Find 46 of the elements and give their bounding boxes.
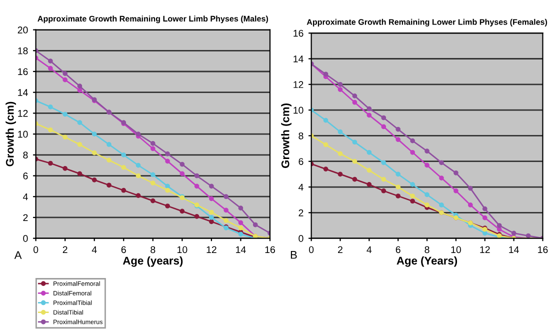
- y-tick-label: 10: [18, 130, 28, 138]
- y-tick-label: 20: [18, 26, 28, 34]
- x-tick-label: 12: [480, 246, 490, 254]
- x-axis-title: Age (years): [122, 256, 183, 267]
- y-axis-title: Growth (cm): [281, 104, 292, 168]
- x-tick-label: 12: [206, 246, 216, 254]
- chart-title: Approximate Growth Remaining Lower Limb Physes (Males): [38, 16, 268, 24]
- y-tick-label: 6: [23, 172, 28, 180]
- x-tick-label: 16: [538, 246, 548, 254]
- y-tick-label: 0: [298, 235, 304, 242]
- x-tick-label: 0: [33, 246, 38, 254]
- y-tick-label: 2: [23, 214, 28, 221]
- x-tick-label: 4: [92, 246, 97, 254]
- y-tick-label: 12: [18, 110, 28, 117]
- x-axis-title: Age (Years): [396, 256, 458, 267]
- y-tick-label: 16: [294, 30, 304, 37]
- text: A: [14, 251, 22, 259]
- y-tick-label: 6: [298, 158, 304, 165]
- x-tick-label: 14: [236, 246, 246, 254]
- y-tick-label: 4: [298, 184, 304, 191]
- text: B: [290, 251, 297, 259]
- y-tick-label: 8: [23, 152, 28, 159]
- y-tick-label: 14: [18, 89, 28, 96]
- x-tick-label: 4: [366, 246, 372, 254]
- y-axis-title: Growth (cm): [6, 102, 16, 166]
- y-tick-label: 0: [23, 235, 28, 242]
- x-tick-label: 16: [265, 246, 275, 254]
- x-tick-label: 14: [509, 246, 519, 254]
- y-tick-label: 10: [294, 106, 304, 114]
- y-tick-label: 14: [294, 56, 304, 62]
- y-tick-label: 4: [22, 193, 28, 200]
- y-tick-label: 18: [18, 47, 28, 54]
- x-tick-label: 2: [338, 246, 342, 254]
- x-tick-label: 10: [451, 246, 461, 254]
- x-tick-label: 8: [150, 246, 156, 254]
- x-tick-label: 8: [424, 246, 430, 254]
- y-tick-label: 8: [298, 132, 304, 140]
- x-tick-label: 2: [62, 246, 68, 254]
- x-tick-label: 0: [308, 246, 314, 254]
- chart-title: Approximate Growth Remaining Lower Limb Physes (Females): [306, 18, 548, 26]
- y-tick-label: 2: [298, 209, 304, 216]
- x-tick-label: 6: [121, 246, 126, 254]
- x-tick-label: 10: [178, 246, 188, 254]
- y-tick-label: 16: [18, 68, 28, 76]
- y-tick-label: 12: [294, 81, 304, 88]
- x-tick-label: 6: [396, 246, 400, 254]
